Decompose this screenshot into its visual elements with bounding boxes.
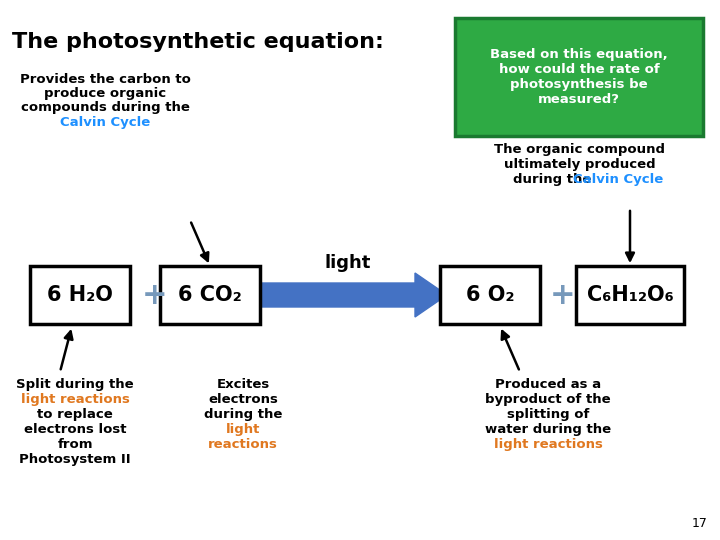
Text: produce organic: produce organic bbox=[44, 87, 166, 100]
Text: to replace: to replace bbox=[37, 408, 113, 421]
Text: +: + bbox=[142, 280, 168, 309]
Text: electrons: electrons bbox=[208, 393, 278, 406]
Text: light: light bbox=[325, 254, 372, 272]
Text: light reactions: light reactions bbox=[494, 438, 603, 451]
Text: +: + bbox=[550, 280, 576, 309]
Text: 6 O₂: 6 O₂ bbox=[466, 285, 514, 305]
Text: Calvin Cycle: Calvin Cycle bbox=[573, 173, 663, 186]
Text: The photosynthetic equation:: The photosynthetic equation: bbox=[12, 32, 384, 52]
Text: water during the: water during the bbox=[485, 423, 611, 436]
Text: during the: during the bbox=[513, 173, 591, 186]
Text: ultimately produced: ultimately produced bbox=[504, 158, 656, 171]
Text: splitting of: splitting of bbox=[507, 408, 589, 421]
Text: reactions: reactions bbox=[208, 438, 278, 451]
Text: Provides the carbon to: Provides the carbon to bbox=[19, 73, 190, 86]
Text: The organic compound: The organic compound bbox=[495, 143, 665, 156]
Text: compounds during the: compounds during the bbox=[21, 101, 189, 114]
FancyBboxPatch shape bbox=[440, 266, 540, 324]
Text: Photosystem II: Photosystem II bbox=[19, 453, 131, 466]
Text: 6 H₂O: 6 H₂O bbox=[47, 285, 113, 305]
Text: C₆H₁₂O₆: C₆H₁₂O₆ bbox=[587, 285, 673, 305]
Text: light reactions: light reactions bbox=[21, 393, 130, 406]
FancyBboxPatch shape bbox=[30, 266, 130, 324]
FancyBboxPatch shape bbox=[455, 18, 703, 136]
Text: Split during the: Split during the bbox=[16, 378, 134, 391]
Text: Based on this equation,
how could the rate of
photosynthesis be
measured?: Based on this equation, how could the ra… bbox=[490, 48, 668, 106]
FancyBboxPatch shape bbox=[160, 266, 260, 324]
Text: 17: 17 bbox=[692, 517, 708, 530]
Text: light: light bbox=[226, 423, 260, 436]
Text: Calvin Cycle: Calvin Cycle bbox=[60, 116, 150, 129]
Text: electrons lost: electrons lost bbox=[24, 423, 126, 436]
Text: 6 CO₂: 6 CO₂ bbox=[178, 285, 242, 305]
Text: during the: during the bbox=[204, 408, 282, 421]
FancyBboxPatch shape bbox=[576, 266, 684, 324]
FancyArrow shape bbox=[262, 273, 447, 317]
Text: Produced as a: Produced as a bbox=[495, 378, 601, 391]
Text: from: from bbox=[58, 438, 93, 451]
Text: byproduct of the: byproduct of the bbox=[485, 393, 611, 406]
Text: Excites: Excites bbox=[217, 378, 269, 391]
